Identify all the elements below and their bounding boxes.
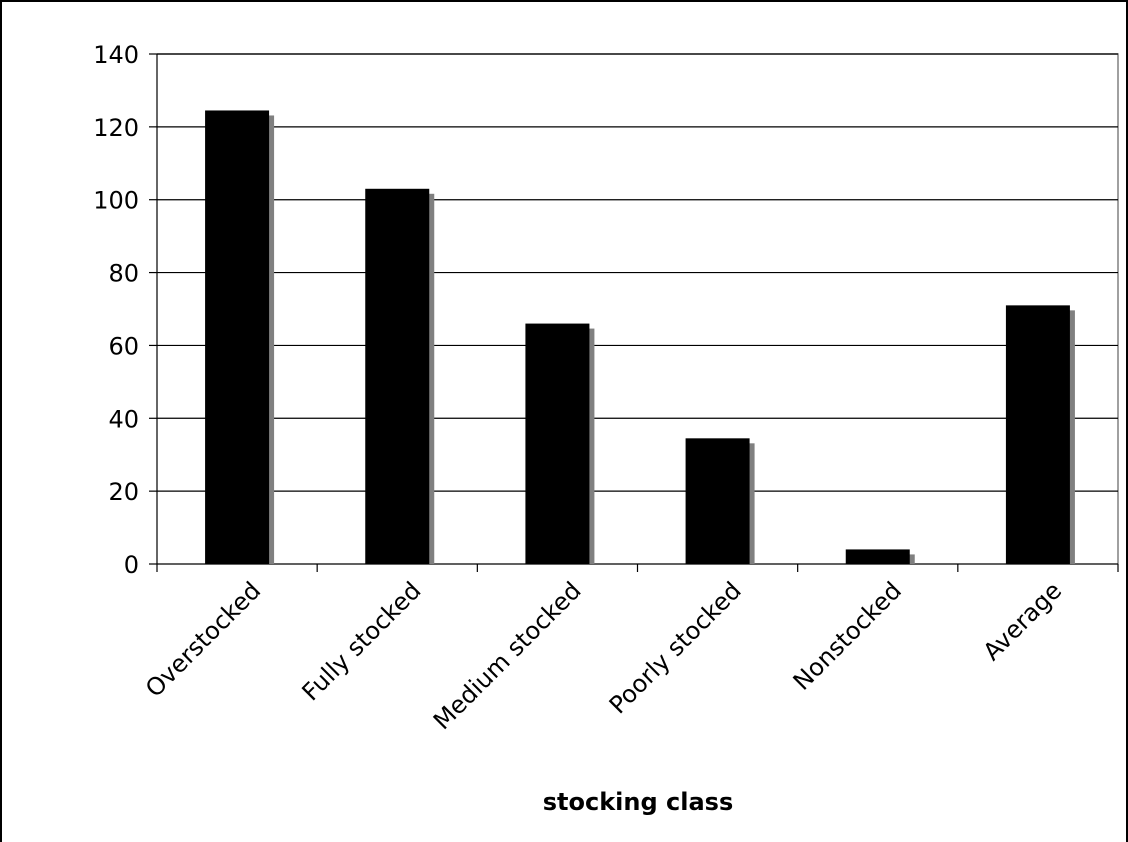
bar-average <box>1005 305 1070 564</box>
y-tick-label: 80 <box>108 260 139 288</box>
x-axis-title: stocking class <box>543 788 734 816</box>
y-tick-label: 100 <box>93 187 139 215</box>
x-tick-label: Poorly stocked <box>604 576 747 719</box>
x-tick-label: Medium stocked <box>428 576 587 735</box>
bar-poorly-stocked <box>685 438 750 564</box>
plot-area-border <box>157 53 1119 564</box>
y-tick-label: 40 <box>108 405 139 433</box>
y-tick-label: 120 <box>93 114 139 142</box>
x-tick-label: Average <box>978 576 1067 665</box>
bars <box>205 110 1075 565</box>
y-tick-label: 140 <box>93 41 139 69</box>
bar-fully-stocked <box>365 188 430 565</box>
bar-nonstocked <box>845 549 910 564</box>
y-tick-label: 60 <box>108 332 139 360</box>
bar-overstocked <box>205 110 270 564</box>
y-tick-label: 20 <box>108 478 139 506</box>
bar-medium-stocked <box>525 323 590 564</box>
axes <box>149 53 1119 572</box>
x-tick-label: Overstocked <box>140 576 266 702</box>
y-tick-label: 0 <box>124 551 139 579</box>
x-tick-label: Nonstocked <box>788 576 907 695</box>
gridlines <box>157 53 1119 564</box>
x-tick-label: Fully stocked <box>297 576 427 706</box>
